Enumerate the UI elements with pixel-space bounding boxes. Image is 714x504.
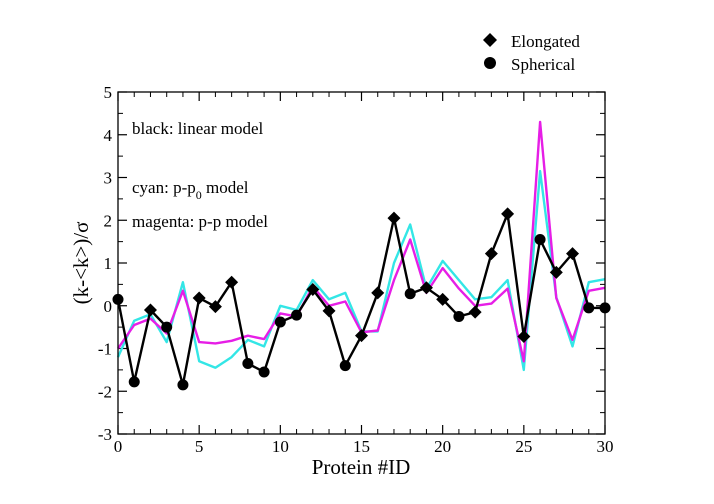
x-tick-label: 0 — [114, 437, 123, 456]
x-tick-label: 25 — [515, 437, 532, 456]
data-point-elongated — [566, 247, 580, 261]
legend-diamond-icon — [483, 33, 497, 47]
annotation-cyan: cyan: p-p0 model — [132, 178, 249, 202]
legend-circle-icon — [484, 57, 496, 69]
annotation-cyan-sub: 0 — [196, 188, 202, 202]
y-tick-label: -2 — [98, 382, 112, 401]
y-axis-title: (k-<k>)/σ — [69, 222, 93, 305]
annotation-cyan-prefix: cyan: p-p — [132, 178, 196, 197]
data-point-elongated — [468, 305, 482, 319]
data-point-spherical — [291, 309, 303, 321]
data-point-spherical — [177, 379, 189, 391]
y-tick-label: 3 — [104, 169, 113, 188]
data-point-elongated — [355, 329, 368, 343]
data-point-elongated — [484, 247, 498, 261]
y-tick-label: 4 — [104, 126, 113, 145]
x-tick-label: 20 — [434, 437, 451, 456]
y-tick-label: 5 — [104, 83, 113, 102]
data-point-elongated — [225, 275, 239, 289]
data-point-spherical — [128, 376, 140, 388]
data-point-spherical — [583, 302, 595, 314]
data-point-elongated — [208, 300, 222, 314]
legend-label-spherical: Spherical — [511, 55, 575, 74]
series-layer — [116, 120, 606, 386]
data-point-elongated — [419, 281, 433, 295]
x-tick-label: 5 — [195, 437, 204, 456]
data-point-spherical — [534, 233, 546, 245]
y-tick-label: 0 — [104, 297, 113, 316]
data-point-spherical — [258, 366, 270, 378]
data-point-spherical — [453, 310, 465, 322]
y-tick-label: 2 — [104, 211, 113, 230]
data-point-spherical — [161, 321, 173, 333]
y-tick-label: 1 — [104, 254, 113, 273]
data-point-elongated — [192, 291, 206, 305]
x-tick-label: 30 — [597, 437, 614, 456]
data-point-elongated — [143, 303, 157, 317]
legend-label-elongated: Elongated — [511, 32, 580, 51]
data-point-elongated — [387, 211, 401, 225]
data-point-spherical — [404, 288, 416, 300]
annotation-black: black: linear model — [132, 119, 264, 138]
x-axis-title: Protein #ID — [312, 455, 411, 479]
annotation-cyan-suffix: model — [202, 178, 249, 197]
data-point-elongated — [371, 286, 385, 300]
plot-frame — [117, 91, 606, 435]
legend: Elongated Spherical — [483, 32, 580, 74]
axes-layer: 0 5 10 15 20 25 30 -3 -2 -1 0 1 2 3 4 5 — [98, 83, 614, 456]
x-tick-label: 15 — [353, 437, 370, 456]
annotation-magenta: magenta: p-p model — [132, 212, 268, 231]
data-point-elongated — [549, 265, 563, 279]
y-tick-label: -3 — [98, 425, 112, 444]
data-point-elongated — [501, 207, 515, 221]
data-point-spherical — [339, 360, 351, 372]
y-tick-label: -1 — [98, 340, 112, 359]
data-point-elongated — [517, 330, 531, 344]
data-point-elongated — [322, 304, 336, 318]
data-point-elongated — [306, 283, 320, 297]
data-point-spherical — [242, 357, 254, 369]
x-tick-label: 10 — [272, 437, 289, 456]
data-point-spherical — [274, 316, 286, 328]
marker-layer — [112, 207, 611, 391]
data-point-elongated — [436, 292, 450, 306]
